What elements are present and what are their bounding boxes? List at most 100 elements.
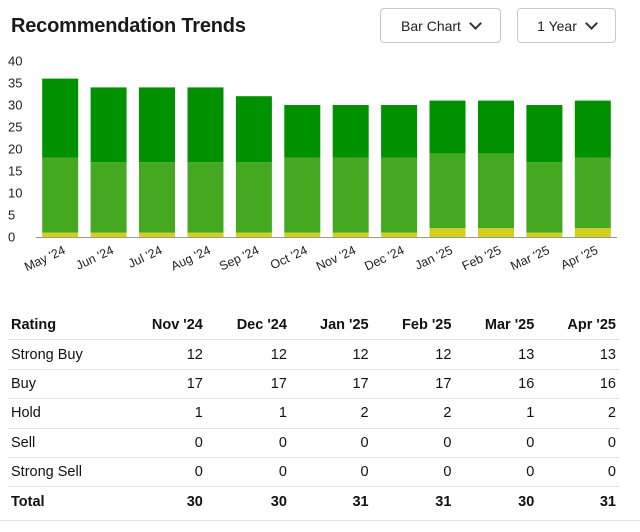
bar-segment-hold[interactable] bbox=[90, 232, 127, 237]
y-tick-label: 0 bbox=[8, 230, 15, 245]
bar-segment-buy[interactable] bbox=[139, 162, 175, 233]
rating-count: 12 bbox=[206, 339, 291, 370]
rating-count: 0 bbox=[372, 428, 456, 458]
bar-segment-hold[interactable] bbox=[429, 228, 466, 237]
rating-count: 12 bbox=[290, 339, 373, 370]
rating-count: 0 bbox=[455, 457, 539, 488]
time-range-select[interactable]: 1 Year bbox=[517, 8, 616, 43]
bar-segment-hold[interactable] bbox=[332, 232, 369, 237]
rating-count: 0 bbox=[290, 428, 373, 458]
total-label: Total bbox=[11, 493, 45, 510]
y-axis: 0 5 10 15 20 25 30 35 40 bbox=[8, 54, 22, 245]
y-tick-label: 30 bbox=[8, 98, 22, 113]
bar-segment-strong-buy[interactable] bbox=[381, 105, 418, 158]
rating-count: 0 bbox=[372, 457, 456, 488]
rating-count: 17 bbox=[206, 369, 291, 400]
x-tick-label: Jul '24 bbox=[126, 243, 164, 271]
rating-count: 0 bbox=[538, 428, 620, 458]
x-tick-label: Apr '25 bbox=[559, 243, 601, 272]
bar-segment-strong-buy[interactable] bbox=[139, 87, 175, 163]
bar-segment-strong-buy[interactable] bbox=[429, 100, 466, 154]
y-tick-label: 5 bbox=[8, 208, 15, 223]
y-tick-label: 20 bbox=[8, 142, 22, 157]
bar-segment-buy[interactable] bbox=[42, 157, 79, 233]
bar-segment-hold[interactable] bbox=[526, 232, 563, 237]
divider bbox=[0, 520, 640, 521]
column-header-month: Nov '24 bbox=[121, 311, 207, 341]
bar-segment-hold[interactable] bbox=[139, 232, 175, 237]
y-tick-label: 35 bbox=[8, 76, 22, 91]
x-tick-label: Oct '24 bbox=[268, 243, 309, 272]
total-count: 31 bbox=[599, 493, 616, 510]
rating-count: 0 bbox=[121, 457, 207, 488]
bar-segment-strong-buy[interactable] bbox=[526, 105, 563, 163]
total-row: Total 30 30 31 31 30 31 bbox=[8, 487, 620, 516]
rating-count: 13 bbox=[455, 339, 539, 370]
y-tick-label: 25 bbox=[8, 120, 22, 135]
table-row: Sell 0 0 0 0 0 0 bbox=[8, 428, 620, 458]
x-tick-label: Dec '24 bbox=[362, 243, 406, 273]
bar-segment-hold[interactable] bbox=[284, 232, 321, 237]
bar-segment-strong-buy[interactable] bbox=[90, 87, 127, 163]
rating-count: 1 bbox=[455, 398, 539, 429]
bar-segment-hold[interactable] bbox=[478, 228, 514, 237]
rating-count: 2 bbox=[290, 398, 373, 429]
bar-segment-buy[interactable] bbox=[526, 162, 563, 233]
table-row: Strong Sell 0 0 0 0 0 0 bbox=[8, 457, 620, 488]
rating-count: 16 bbox=[538, 369, 620, 400]
total-count: 30 bbox=[186, 493, 203, 510]
rating-label: Hold bbox=[8, 398, 122, 429]
bar-segment-buy[interactable] bbox=[574, 157, 611, 229]
bar-segment-strong-buy[interactable] bbox=[42, 78, 79, 158]
total-count: 31 bbox=[435, 493, 452, 510]
rating-label: Buy bbox=[8, 369, 122, 400]
x-tick-label: Jun '24 bbox=[74, 243, 116, 273]
x-tick-label: Jan '25 bbox=[413, 243, 455, 273]
table-header-row: Rating Nov '24 Dec '24 Jan '25 Feb '25 Mar '2… bbox=[8, 311, 620, 341]
column-header-month: Jan '25 bbox=[290, 311, 373, 341]
y-tick-label: 40 bbox=[8, 54, 22, 69]
bar-segment-hold[interactable] bbox=[235, 232, 272, 237]
rating-count: 0 bbox=[290, 457, 373, 488]
total-count: 30 bbox=[518, 493, 535, 510]
rating-count: 0 bbox=[455, 428, 539, 458]
bar-segment-hold[interactable] bbox=[42, 232, 79, 237]
rating-count: 0 bbox=[206, 457, 291, 488]
bar-segment-buy[interactable] bbox=[332, 157, 369, 233]
rating-count: 2 bbox=[372, 398, 456, 429]
bar-segment-buy[interactable] bbox=[478, 153, 514, 229]
rating-label: Strong Buy bbox=[8, 339, 122, 370]
total-count: 30 bbox=[270, 493, 287, 510]
bar-segment-strong-buy[interactable] bbox=[574, 100, 611, 158]
column-header-month: Dec '24 bbox=[206, 311, 291, 341]
x-tick-label: Feb '25 bbox=[460, 243, 503, 273]
column-header-month: Apr '25 bbox=[538, 311, 620, 341]
bar-segment-hold[interactable] bbox=[187, 232, 224, 237]
table-row: Strong Buy 12 12 12 12 13 13 bbox=[8, 339, 620, 370]
ratings-table: Rating Nov '24 Dec '24 Jan '25 Feb '25 Mar '2… bbox=[8, 311, 620, 516]
bar-segment-buy[interactable] bbox=[90, 162, 127, 233]
chevron-down-icon bbox=[469, 16, 482, 30]
x-axis: May '24 Jun '24 Jul '24 Aug '24 Sep '24 Oct '… bbox=[22, 237, 617, 274]
bar-segment-buy[interactable] bbox=[381, 157, 418, 233]
bar-segment-strong-buy[interactable] bbox=[187, 87, 224, 163]
bar-segment-hold[interactable] bbox=[381, 232, 418, 237]
rating-count: 0 bbox=[206, 428, 291, 458]
bar-segment-hold[interactable] bbox=[574, 228, 611, 237]
bar-segment-buy[interactable] bbox=[235, 162, 272, 233]
bar-segment-buy[interactable] bbox=[187, 162, 224, 233]
bar-segment-buy[interactable] bbox=[284, 157, 321, 233]
bar-segment-strong-buy[interactable] bbox=[332, 105, 369, 158]
x-tick-label: Nov '24 bbox=[314, 243, 358, 273]
rating-count: 0 bbox=[538, 457, 620, 488]
chart-type-select[interactable]: Bar Chart bbox=[380, 8, 501, 43]
column-header-rating: Rating bbox=[8, 311, 122, 341]
bar-segment-strong-buy[interactable] bbox=[284, 105, 321, 158]
total-count: 31 bbox=[352, 493, 369, 510]
bar-segment-strong-buy[interactable] bbox=[478, 100, 514, 154]
rating-count: 1 bbox=[206, 398, 291, 429]
time-range-select-label: 1 Year bbox=[537, 17, 577, 34]
rating-label: Strong Sell bbox=[8, 457, 122, 488]
bar-segment-buy[interactable] bbox=[429, 153, 466, 229]
bar-segment-strong-buy[interactable] bbox=[235, 96, 272, 163]
